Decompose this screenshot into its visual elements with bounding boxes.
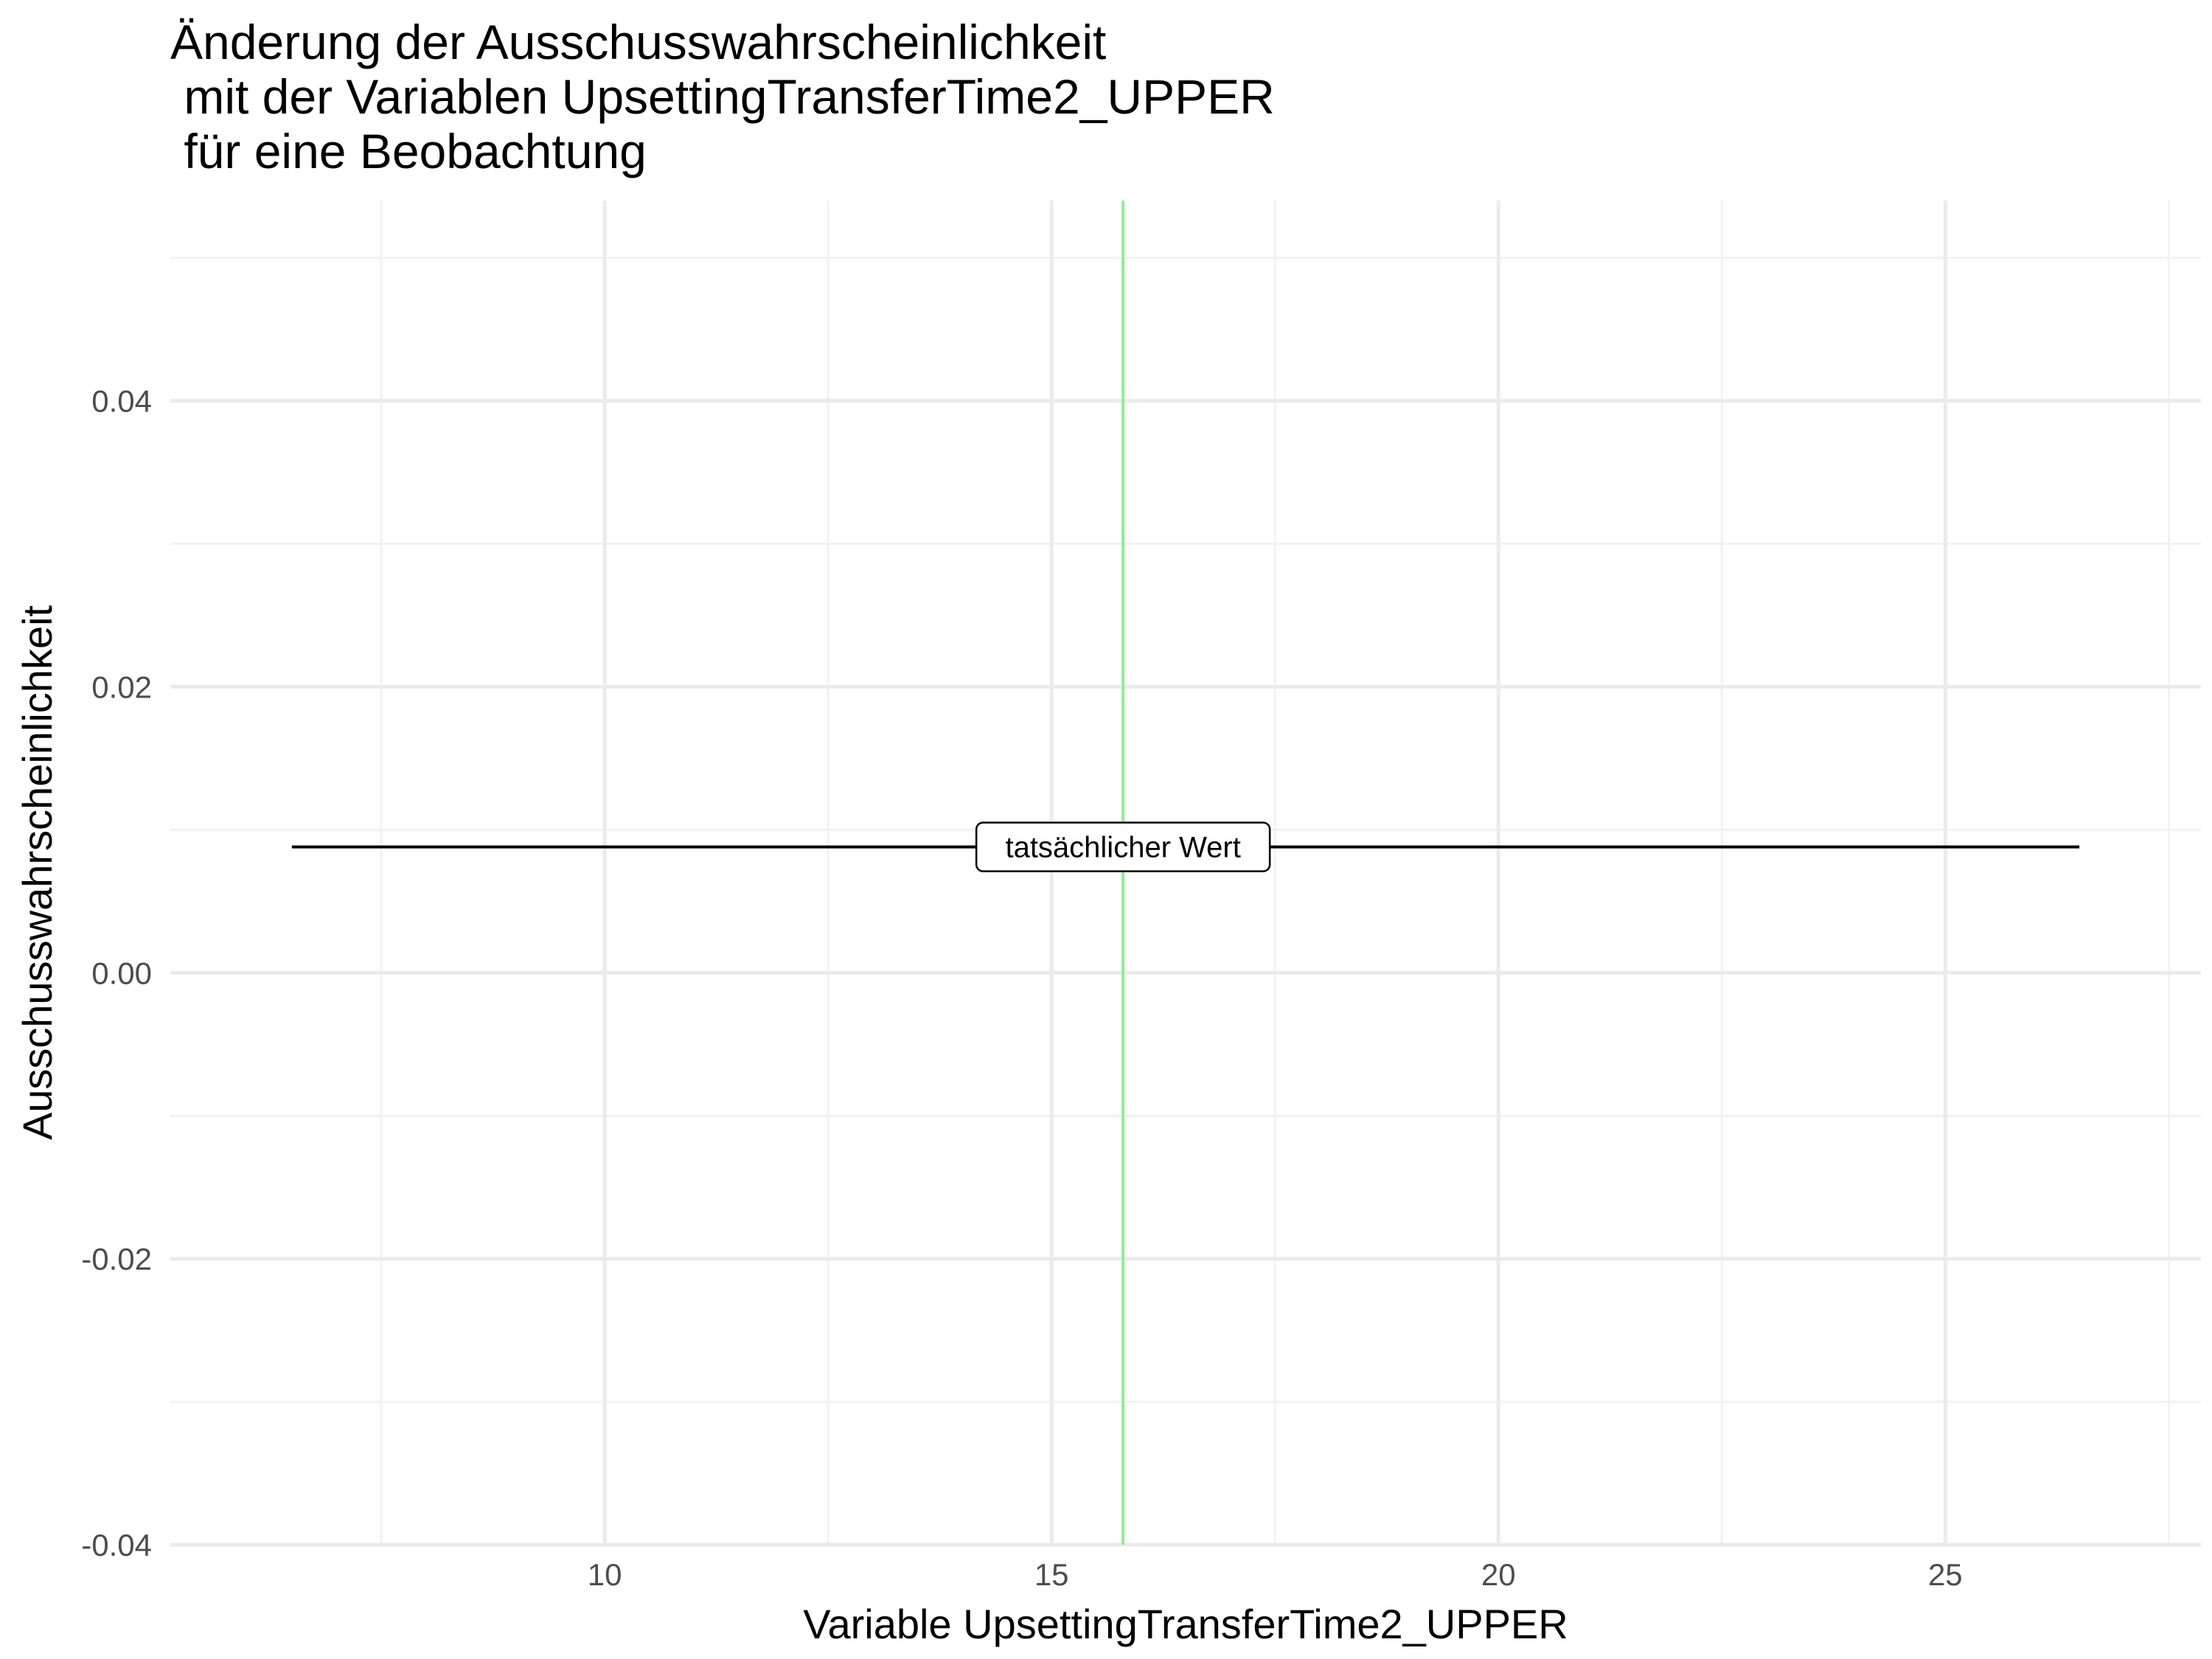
y-tick-label: -0.02 (81, 1242, 152, 1276)
annotation-label: tatsächlicher Wert (1005, 832, 1240, 864)
minor-gridlines (170, 201, 2201, 1545)
chart-title-line-1: Änderung der Ausschusswahrscheinlichkeit (170, 15, 1107, 69)
x-tick-label: 10 (588, 1557, 622, 1592)
x-tick-label: 20 (1481, 1557, 1516, 1592)
chart-title-line-2: mit der Variablen UpsettingTransferTime2… (170, 69, 1275, 124)
y-tick-label: 0.04 (91, 384, 152, 419)
chart-title-line-3: für eine Beobachtung (170, 124, 647, 178)
x-tick-label: 25 (1928, 1557, 1963, 1592)
y-tick-label: -0.04 (81, 1528, 152, 1562)
x-axis-label: Variable UpsettingTransferTime2_UPPER (803, 1601, 1568, 1647)
y-tick-label: 0.00 (91, 956, 152, 990)
y-tick-label: 0.02 (91, 669, 152, 704)
major-gridlines (170, 201, 2201, 1547)
y-axis-label: Ausschusswahrscheinlichkeit (14, 605, 60, 1140)
annotation-box (975, 821, 1271, 872)
annotations: tatsächlicher Wert (975, 821, 1271, 872)
axis-ticks: 10 15 20 25 -0.04 -0.02 0.00 0.02 0.04 (81, 384, 1962, 1592)
x-tick-label: 15 (1034, 1557, 1069, 1592)
